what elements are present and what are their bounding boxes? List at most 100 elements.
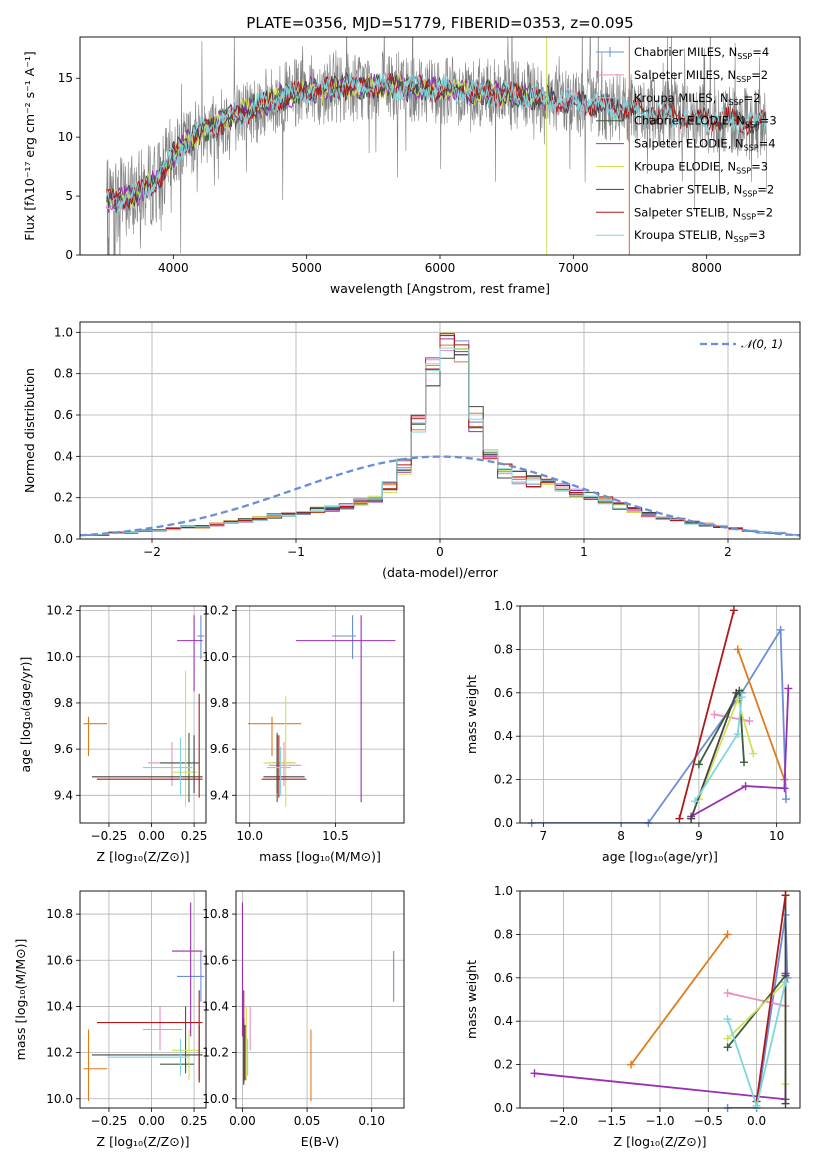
y-tick-label: 0.0 [54, 532, 73, 546]
normal-curve [79, 455, 801, 537]
x-tick-label: 2 [724, 545, 732, 559]
axes-spectrum: 4000 5000 6000 7000 8000 0 5 10 15 wavelength [An… [22, 36, 801, 296]
x-tick-label: 0.00 [138, 1114, 165, 1128]
y-tick-label: 0.2 [54, 491, 73, 505]
axes-mass_vs_EBV: 0.00 0.05 0.10 10.0 10.2 10.4 10.6 10.8 E(B-V) [202, 890, 405, 1149]
x-tick-label: 7000 [558, 261, 589, 275]
y-tick-label: 10.0 [202, 1092, 229, 1106]
x-tick-label: −1.5 [597, 1114, 626, 1128]
x-tick-label: 4000 [158, 261, 189, 275]
weight-line-black [690, 692, 738, 820]
legend-label: Kroupa ELODIE, N [634, 160, 736, 174]
y-axis-label: age [log₁₀(age/yr)] [18, 657, 33, 773]
weight-line-orange [736, 649, 786, 780]
legend-label: Chabrier MILES, N [634, 45, 737, 59]
y-tick-label: 1.0 [494, 599, 513, 613]
weight-line-orange [630, 933, 729, 1066]
legend-subscript: SSP [729, 98, 744, 107]
y-tick-label: 9.8 [210, 696, 229, 710]
y-tick-label: 10.0 [202, 650, 229, 664]
x-tick-label: 8 [617, 829, 625, 843]
y-tick-label: 0.6 [54, 408, 73, 422]
x-tick-label: 10 [769, 829, 784, 843]
weight-line-red [755, 895, 787, 1102]
legend-label: Kroupa STELIB, N [634, 228, 734, 242]
x-tick-label: 10.0 [236, 829, 263, 843]
x-tick-label: 0.00 [229, 1114, 256, 1128]
axes-frame [235, 605, 405, 824]
x-tick-label: −1.0 [645, 1114, 674, 1128]
legend-entry: Salpeter STELIB, NSSP=2 [634, 205, 773, 221]
axes-frame [79, 605, 207, 824]
legend-entry: Chabrier STELIB, NSSP=2 [634, 182, 774, 198]
y-tick-label: 0.0 [494, 816, 513, 830]
x-tick-label: −2.0 [549, 1114, 578, 1128]
y-tick-label: 10 [58, 130, 73, 144]
axes-age_vs_Z: −0.25 0.00 0.25 9.4 9.6 9.8 10.0 10.2 Z [log₁₀(Z… [18, 604, 207, 864]
y-tick-label: 0.0 [494, 1101, 513, 1115]
axes-age_vs_mass: 10.0 10.5 9.4 9.6 9.8 10.0 10.2 mass [log₁₀(M/M… [202, 604, 405, 864]
y-tick-label: 9.6 [210, 742, 229, 756]
legend-entry: Kroupa ELODIE, NSSP=3 [634, 160, 768, 176]
y-tick-label: 0.6 [494, 971, 513, 985]
y-tick-label: 10.6 [46, 953, 73, 967]
x-axis-label: Z [log₁₀(Z/Z⊙)] [614, 1134, 707, 1149]
x-tick-label: 0.10 [358, 1114, 385, 1128]
x-tick-label: 0.0 [747, 1114, 766, 1128]
x-tick-label: 7 [540, 829, 548, 843]
legend-value: =2 [751, 68, 768, 82]
legend-label: Kroupa MILES, N [634, 91, 729, 105]
y-tick-label: 10.4 [202, 999, 229, 1013]
y-tick-label: 0.4 [494, 729, 513, 743]
weight-line-red [678, 610, 735, 819]
spectrum-model-line-cyan [106, 74, 767, 207]
y-tick-label: 15 [58, 71, 73, 85]
x-tick-label: −0.5 [694, 1114, 723, 1128]
y-tick-label: 10.2 [202, 604, 229, 618]
legend-value: =3 [749, 228, 766, 242]
x-axis-label: Z [log₁₀(Z/Z⊙)] [97, 849, 190, 864]
x-tick-label: 9 [695, 829, 703, 843]
legend-value: =3 [751, 160, 768, 174]
x-tick-label: 8000 [691, 261, 722, 275]
figure-title: PLATE=0356, MJD=51779, FIBERID=0353, z=0… [246, 14, 633, 32]
legend-label: Chabrier ELODIE, N [634, 114, 745, 128]
axes-frame [519, 605, 801, 824]
y-tick-label: 1.0 [494, 884, 513, 898]
legend-label: Salpeter MILES, N [634, 68, 736, 82]
y-tick-label: 0.2 [494, 1058, 513, 1072]
y-tick-label: 1.0 [54, 325, 73, 339]
y-tick-label: 0.4 [54, 449, 73, 463]
y-tick-label: 9.8 [54, 696, 73, 710]
legend-value: =2 [744, 91, 761, 105]
x-axis-label: (data-model)/error [382, 565, 499, 580]
y-tick-label: 9.6 [54, 742, 73, 756]
legend-subscript: SSP [744, 144, 759, 153]
spectrum-model-line-red [106, 73, 767, 210]
legend-entry: Salpeter MILES, NSSP=2 [634, 68, 768, 84]
x-axis-label: E(B-V) [301, 1134, 340, 1149]
y-tick-label: 10.2 [202, 1046, 229, 1060]
y-tick-label: 10.2 [46, 604, 73, 618]
x-tick-label: 1 [580, 545, 588, 559]
y-tick-label: 0.8 [54, 367, 73, 381]
legend-value: =4 [752, 45, 769, 59]
axes-weight_vs_age: 7 8 9 10 0.0 0.2 0.4 0.6 0.8 1.0 age [log₁₀(age/yr… [464, 599, 801, 864]
y-tick-label: 10.4 [46, 999, 73, 1013]
y-tick-label: 10.8 [202, 907, 229, 921]
axes-frame [519, 890, 801, 1109]
legend-entry: Chabrier ELODIE, NSSP=3 [634, 114, 777, 130]
y-tick-label: 0.4 [494, 1014, 513, 1028]
y-tick-label: 0.8 [494, 927, 513, 941]
axes-weight_vs_Z: −2.0 −1.5 −1.0 −0.5 0.0 0.0 0.2 0.4 0.6 0.8 1.0 Z [… [464, 884, 801, 1149]
legend-entry: Chabrier MILES, NSSP=4 [634, 45, 769, 61]
legend-entry: Salpeter ELODIE, NSSP=4 [634, 137, 776, 153]
y-tick-label: 0 [65, 248, 73, 262]
y-axis-label: mass weight [464, 675, 479, 754]
y-tick-label: 10.0 [46, 650, 73, 664]
legend-value: =2 [756, 205, 773, 219]
y-tick-label: 9.4 [54, 788, 73, 802]
legend-subscript: SSP [742, 189, 757, 198]
weight-line-pink [727, 992, 786, 1007]
